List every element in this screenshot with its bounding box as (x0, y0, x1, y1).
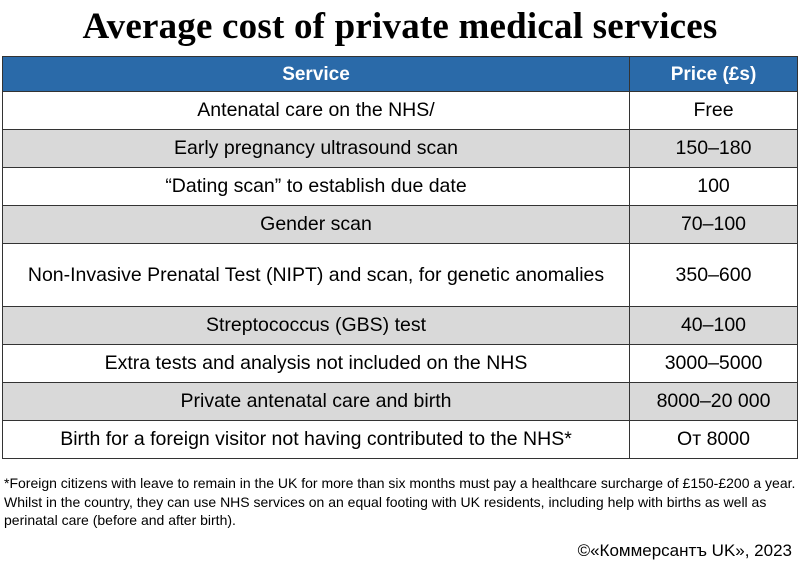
column-header-service: Service (2, 56, 630, 92)
service-cell: Non-Invasive Prenatal Test (NIPT) and sc… (2, 243, 630, 307)
service-cell: Early pregnancy ultrasound scan (2, 129, 630, 168)
table-row: Non-Invasive Prenatal Test (NIPT) and sc… (2, 243, 798, 307)
price-cell: 8000–20 000 (629, 382, 798, 421)
table-row: “Dating scan” to establish due date 100 (2, 167, 798, 206)
table-row: Early pregnancy ultrasound scan 150–180 (2, 129, 798, 168)
table-row: Antenatal care on the NHS/ Free (2, 91, 798, 130)
service-cell: Streptococcus (GBS) test (2, 306, 630, 345)
price-cell: 100 (629, 167, 798, 206)
table-row: Extra tests and analysis not included on… (2, 344, 798, 383)
price-cell: 150–180 (629, 129, 798, 168)
price-cell: От 8000 (629, 420, 798, 459)
service-cell: Antenatal care on the NHS/ (2, 91, 630, 130)
price-cell: 40–100 (629, 306, 798, 345)
table-row: Streptococcus (GBS) test 40–100 (2, 306, 798, 345)
price-table: Service Price (£s) Antenatal care on the… (2, 56, 798, 459)
footnote: *Foreign citizens with leave to remain i… (4, 475, 796, 528)
price-cell: 70–100 (629, 205, 798, 244)
table-header-row: Service Price (£s) (2, 56, 798, 92)
service-cell: Extra tests and analysis not included on… (2, 344, 630, 383)
service-cell: Private antenatal care and birth (2, 382, 630, 421)
price-cell: 3000–5000 (629, 344, 798, 383)
page-title: Average cost of private medical services (82, 6, 718, 47)
table-row: Gender scan 70–100 (2, 205, 798, 244)
price-cell: 350–600 (629, 243, 798, 307)
service-cell: Gender scan (2, 205, 630, 244)
service-cell: “Dating scan” to establish due date (2, 167, 630, 206)
table-row: Birth for a foreign visitor not having c… (2, 420, 798, 459)
copyright-credit: ©«Коммерсантъ UK», 2023 (577, 541, 792, 560)
table-row: Private antenatal care and birth 8000–20… (2, 382, 798, 421)
column-header-price: Price (£s) (629, 56, 798, 92)
service-cell: Birth for a foreign visitor not having c… (2, 420, 630, 459)
price-cell: Free (629, 91, 798, 130)
